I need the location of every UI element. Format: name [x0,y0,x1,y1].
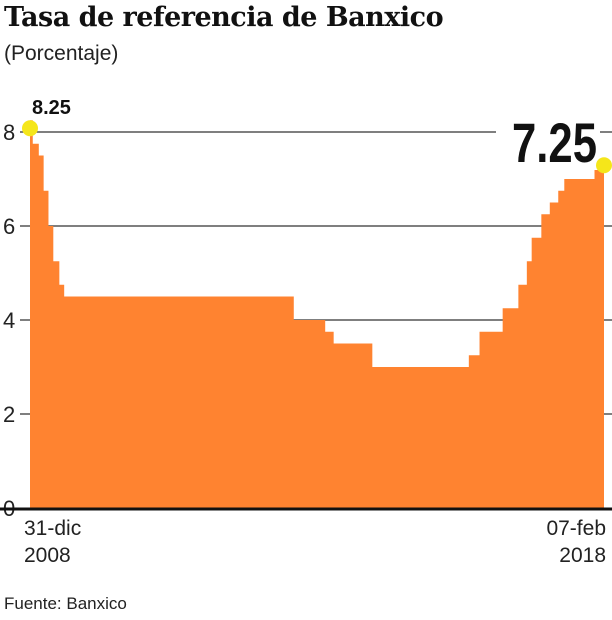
x-label-start-year: 2008 [24,544,71,567]
y-tick-label: 2 [3,402,15,427]
y-tick-label: 6 [3,214,15,239]
x-label-start-day: 31-dic [24,517,81,540]
chart-subtitle: (Porcentaje) [4,42,119,65]
rate-area [30,120,604,508]
y-tick-label: 8 [3,120,15,145]
highlight-dot-end [596,157,612,174]
y-tick-label: 4 [3,308,15,333]
x-label-end-year: 2018 [559,544,606,567]
source-note: Fuente: Banxico [4,594,127,613]
chart-title: Tasa de referencia de Banxico [4,2,444,33]
annotation-end-value: 7.25 [512,112,597,174]
highlight-dot-start [22,120,38,137]
annotation-end-bg [496,112,600,170]
x-label-end-day: 07-feb [546,517,606,540]
annotation-start-value: 8.25 [32,97,71,119]
